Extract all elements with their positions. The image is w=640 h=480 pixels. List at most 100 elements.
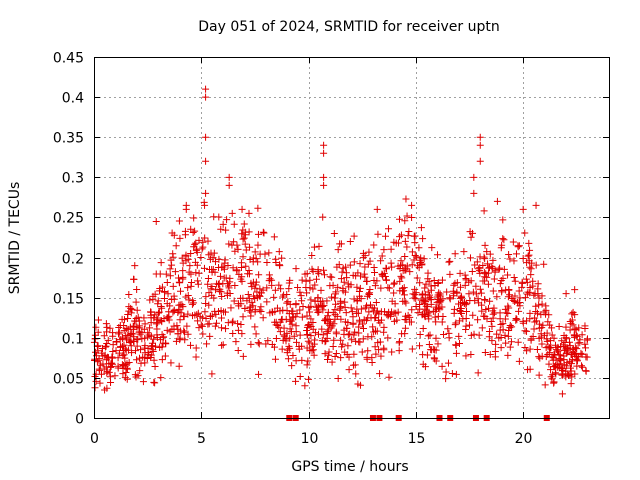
data-point [480,312,488,320]
data-point [163,326,171,334]
data-point [395,215,403,223]
data-point [101,343,109,351]
data-point [121,354,129,362]
data-point [131,262,139,270]
data-point [370,328,378,336]
data-point [133,306,141,314]
data-point [347,304,355,312]
data-point [355,338,363,346]
data-point [388,308,396,316]
data-point [445,258,453,266]
data-point [356,318,364,326]
data-point [311,281,319,289]
data-point [298,276,306,284]
data-point [190,214,198,222]
data-point [428,244,436,252]
data-point [107,363,115,371]
data-point [566,326,574,334]
data-point [512,250,520,258]
data-point [227,304,235,312]
data-point [442,375,450,383]
data-point [555,322,563,330]
data-point [184,330,192,338]
y-tick-label: 0.45 [53,51,84,67]
data-point [443,288,451,296]
data-point [456,269,464,277]
data-point [415,264,423,272]
data-point [373,205,381,213]
data-point [133,336,141,344]
data-point [511,277,519,285]
data-point [204,237,212,245]
data-point [239,294,247,302]
data-point [555,364,563,372]
data-point [112,347,120,355]
data-point [323,355,331,363]
data-point [212,310,220,318]
data-point [169,308,177,316]
data-point [176,316,184,324]
data-point [578,363,586,371]
data-point [171,268,179,276]
data-point [322,337,330,345]
data-point [322,317,330,325]
data-point [310,351,318,359]
data-point [497,344,505,352]
x-tick-labels: 0 5 10 15 20 [90,431,532,447]
data-point [303,331,311,339]
data-point [280,324,288,332]
data-point [314,266,322,274]
data-point [144,348,152,356]
data-point [498,288,506,296]
x-axis-label: GPS time / hours [291,459,408,475]
data-point [192,353,200,361]
data-point [492,340,500,348]
data-point [303,312,311,320]
data-point [451,250,459,258]
data-point [141,342,149,350]
data-point [571,325,579,333]
data-point [573,355,581,363]
data-point [538,340,546,348]
data-point [481,255,489,263]
data-point [280,331,288,339]
data-point [139,353,147,361]
data-point [285,310,293,318]
data-point [332,350,340,358]
data-point [313,306,321,314]
data-point [527,265,535,273]
data-point [353,283,361,291]
data-point [146,296,154,304]
data-point [284,355,292,363]
data-point [339,264,347,272]
data-point [396,338,404,346]
data-point [282,334,290,342]
data-point [332,328,340,336]
data-point [166,272,174,280]
data-point [238,277,246,285]
data-point [120,341,128,349]
data-point [388,348,396,356]
data-point [359,325,367,333]
data-point [562,334,570,342]
data-point [229,317,237,325]
data-point [372,298,380,306]
data-point [350,350,358,358]
y-axis-label: SRMTID / TECUs [7,182,23,295]
data-point [330,336,338,344]
data-point [211,258,219,266]
data-point [452,341,460,349]
data-point [149,347,157,355]
data-point [218,263,226,271]
data-point [532,261,540,269]
data-point [122,325,130,333]
data-point [257,303,265,311]
data-point [530,325,538,333]
data-point [383,265,391,273]
data-point [141,320,149,328]
data-point [265,249,273,257]
data-point [537,330,545,338]
data-point [377,352,385,360]
data-point [560,356,568,364]
data-point [509,238,517,246]
